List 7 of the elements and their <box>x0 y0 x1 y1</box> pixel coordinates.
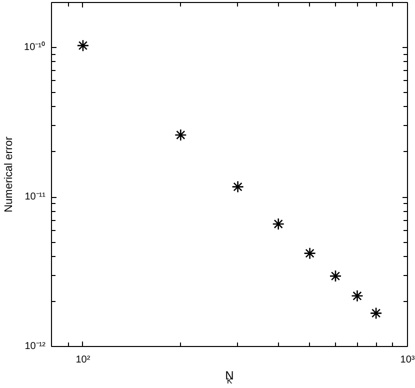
y-axis-title: Numerical error <box>3 136 16 212</box>
y-tick-label: 10⁻¹² <box>24 341 46 352</box>
y-tick-label: 10⁻¹¹ <box>24 192 46 202</box>
x-axis-title: NK <box>225 368 234 386</box>
x-tick-label: 10² <box>76 354 91 366</box>
y-tick-label: 10⁻¹⁰ <box>24 41 46 54</box>
x-tick-label: 10³ <box>400 354 415 366</box>
